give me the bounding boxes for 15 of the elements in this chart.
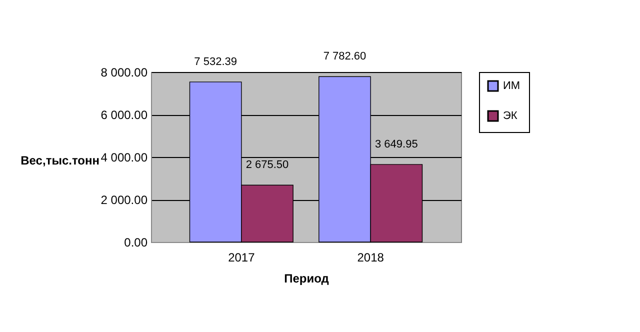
data-label: 2 675.50: [246, 159, 289, 172]
y-axis-title: Вес,тыс.тонн: [20, 154, 100, 168]
data-label: 3 649.95: [375, 138, 418, 150]
y-tick-label: 8 000.00: [100, 66, 148, 80]
legend-label: ЭК: [503, 110, 518, 122]
x-axis-title: Период: [284, 272, 330, 286]
y-tick-label: 4 000.00: [100, 150, 148, 164]
y-tick-label: 2 000.00: [100, 193, 148, 207]
x-tick-label: 2018: [357, 250, 384, 264]
data-label: 7 782.60: [323, 50, 366, 63]
y-tick-label: 0.00: [124, 236, 148, 250]
y-tick-label: 6 000.00: [100, 108, 148, 122]
legend-label: ИМ: [503, 80, 520, 92]
x-tick-label: 2017: [228, 250, 256, 264]
data-label: 7 532.39: [194, 56, 237, 68]
